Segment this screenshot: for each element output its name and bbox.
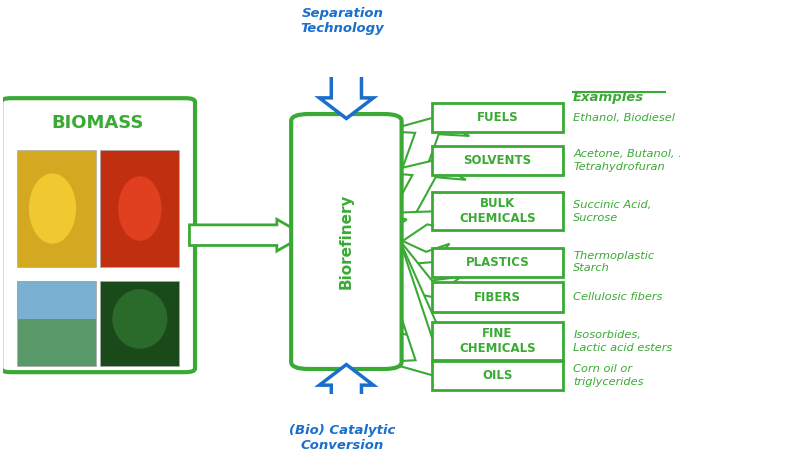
Polygon shape	[376, 241, 468, 341]
Polygon shape	[319, 65, 374, 119]
Ellipse shape	[118, 176, 162, 241]
Bar	[17, 281, 96, 366]
Text: BULK
CHEMICALS: BULK CHEMICALS	[459, 197, 536, 225]
Polygon shape	[377, 161, 466, 243]
FancyBboxPatch shape	[432, 283, 563, 311]
Text: FINE
CHEMICALS: FINE CHEMICALS	[459, 327, 536, 355]
Polygon shape	[376, 241, 470, 375]
Text: OILS: OILS	[482, 369, 513, 382]
Text: BIOMASS: BIOMASS	[52, 114, 144, 131]
Text: Ethanol, Biodiesel: Ethanol, Biodiesel	[573, 113, 675, 123]
Polygon shape	[378, 212, 454, 244]
Text: Succinic Acid,
Sucrose: Succinic Acid, Sucrose	[573, 200, 651, 223]
Text: FUELS: FUELS	[477, 111, 518, 124]
Ellipse shape	[29, 174, 76, 244]
FancyBboxPatch shape	[1, 98, 195, 372]
Text: PLASTICS: PLASTICS	[466, 256, 529, 269]
Text: SOLVENTS: SOLVENTS	[463, 154, 531, 167]
Ellipse shape	[112, 289, 167, 349]
Bar	[101, 281, 179, 366]
Polygon shape	[190, 219, 305, 251]
Text: Cellulosic fibers: Cellulosic fibers	[573, 292, 662, 302]
Bar	[101, 150, 179, 267]
FancyBboxPatch shape	[432, 192, 563, 230]
Bar	[17, 281, 96, 319]
Text: Biorefinery: Biorefinery	[339, 194, 354, 289]
Polygon shape	[379, 239, 450, 266]
FancyBboxPatch shape	[432, 322, 563, 360]
Polygon shape	[319, 365, 374, 418]
Polygon shape	[377, 240, 462, 297]
Text: (Bio) Catalytic
Conversion: (Bio) Catalytic Conversion	[290, 424, 395, 452]
Text: Separation
Technology: Separation Technology	[301, 7, 384, 35]
FancyBboxPatch shape	[432, 247, 563, 277]
FancyBboxPatch shape	[291, 114, 402, 369]
Polygon shape	[376, 118, 470, 242]
Text: Isosorbides,
Lactic acid esters: Isosorbides, Lactic acid esters	[573, 330, 673, 353]
Text: Corn oil or
triglycerides: Corn oil or triglycerides	[573, 364, 644, 387]
Text: Thermoplastic
Starch: Thermoplastic Starch	[573, 251, 654, 273]
FancyBboxPatch shape	[432, 103, 563, 132]
Text: FIBERS: FIBERS	[474, 290, 521, 304]
FancyBboxPatch shape	[432, 146, 563, 175]
Bar	[17, 150, 96, 267]
Text: Examples: Examples	[573, 91, 644, 104]
FancyBboxPatch shape	[432, 361, 563, 390]
Text: Acetone, Butanol, .
Tetrahydrofuran: Acetone, Butanol, . Tetrahydrofuran	[573, 149, 682, 172]
